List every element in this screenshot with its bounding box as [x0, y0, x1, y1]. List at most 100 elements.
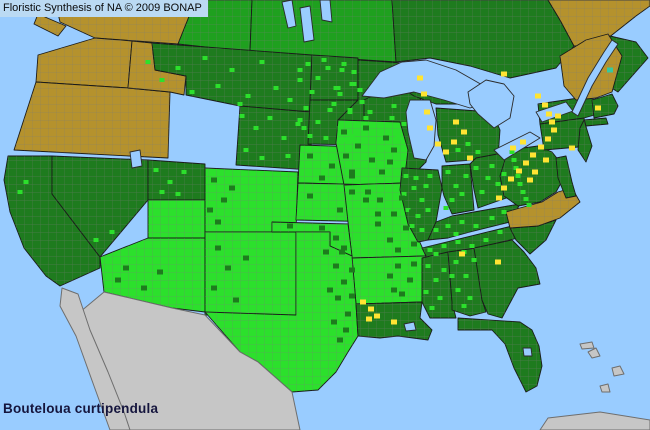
- county-marker-present-county: [239, 114, 245, 118]
- county-grid-delmarva: [556, 156, 576, 198]
- county-marker-present-state: [379, 169, 385, 175]
- county-marker-present-state: [329, 163, 335, 169]
- county-grid-georgia: [474, 240, 540, 318]
- county-marker-present-state: [333, 263, 339, 269]
- county-marker-present-county: [17, 190, 23, 194]
- county-marker-present-state: [141, 285, 147, 291]
- county-marker-adventive: [527, 177, 533, 183]
- county-marker-present-county: [349, 134, 355, 138]
- county-marker-present-state: [349, 293, 355, 299]
- county-marker-present-county: [461, 304, 467, 308]
- county-marker-present-county: [455, 288, 461, 292]
- county-marker-present-county: [419, 198, 425, 202]
- county-marker-present-state: [349, 169, 355, 175]
- county-marker-present-state: [319, 175, 325, 181]
- county-marker-present-county: [159, 78, 165, 82]
- species-label: Bouteloua curtipendula: [3, 401, 159, 416]
- county-grid-new-england-south: [592, 94, 618, 118]
- county-marker-present-county: [175, 66, 181, 70]
- county-marker-present-county: [395, 136, 401, 140]
- county-marker-present-county: [453, 232, 459, 236]
- county-grid-arkansas: [352, 256, 426, 304]
- county-marker-present-state: [349, 173, 355, 179]
- county-marker-present-county: [189, 90, 195, 94]
- county-marker-adventive: [451, 139, 457, 145]
- county-marker-present-state: [349, 189, 355, 195]
- county-marker-present-county: [297, 68, 303, 72]
- county-marker-present-state: [363, 125, 369, 131]
- county-marker-adventive: [453, 119, 459, 125]
- lake-6: [281, 0, 297, 29]
- lake-9: [129, 149, 143, 169]
- county-marker-adventive: [545, 136, 551, 142]
- county-marker-adventive: [459, 251, 465, 257]
- county-marker-adventive: [443, 149, 449, 155]
- county-marker-rare: [607, 67, 613, 73]
- county-marker-present-county: [433, 228, 439, 232]
- county-marker-present-county: [515, 174, 521, 178]
- county-marker-present-state: [387, 237, 393, 243]
- county-marker-present-county: [297, 118, 303, 122]
- county-marker-present-state: [387, 273, 393, 279]
- county-marker-present-state: [337, 207, 343, 213]
- county-marker-present-state: [341, 279, 347, 285]
- county-marker-adventive: [549, 119, 555, 125]
- county-marker-present-county: [427, 174, 433, 178]
- county-marker-present-county: [501, 172, 507, 176]
- county-grid-california: [4, 156, 100, 286]
- county-marker-present-county: [109, 230, 115, 234]
- county-grid-oklahoma: [272, 222, 352, 256]
- county-marker-present-state: [365, 189, 371, 195]
- county-marker-present-state: [377, 197, 383, 203]
- county-marker-present-state: [333, 235, 339, 241]
- county-grid-utah-south: [148, 200, 205, 238]
- county-marker-present-county: [467, 296, 473, 300]
- county-marker-adventive: [427, 125, 433, 131]
- county-marker-present-county: [423, 290, 429, 294]
- lake-10: [403, 321, 417, 332]
- county-marker-present-state: [391, 147, 397, 153]
- county-marker-present-county: [373, 156, 379, 160]
- county-marker-present-county: [315, 76, 321, 80]
- county-grid-long-island: [584, 118, 608, 126]
- county-grid-florida: [458, 318, 542, 392]
- county-marker-present-county: [513, 166, 519, 170]
- county-marker-present-county: [321, 58, 327, 62]
- county-grid-quebec: [548, 0, 650, 46]
- county-marker-present-state: [375, 221, 381, 227]
- county-marker-adventive: [523, 160, 529, 166]
- county-marker-present-county: [367, 110, 373, 114]
- county-grid-new-jersey: [578, 120, 592, 162]
- county-marker-present-county: [259, 60, 265, 64]
- county-marker-present-county: [347, 108, 353, 112]
- county-marker-present-county: [459, 192, 465, 196]
- county-marker-present-county: [351, 70, 357, 74]
- county-marker-present-county: [471, 258, 477, 262]
- county-marker-present-county: [297, 78, 303, 82]
- county-marker-present-county: [427, 248, 433, 252]
- county-marker-present-county: [159, 190, 165, 194]
- county-marker-present-county: [463, 174, 469, 178]
- county-marker-present-county: [243, 148, 249, 152]
- county-marker-present-county: [353, 124, 359, 128]
- county-marker-present-county: [425, 264, 431, 268]
- county-marker-present-state: [409, 209, 415, 215]
- county-marker-adventive: [595, 105, 601, 111]
- county-marker-present-county: [331, 102, 337, 106]
- county-marker-present-county: [409, 224, 415, 228]
- county-marker-present-county: [357, 88, 363, 92]
- county-marker-present-state: [337, 337, 343, 343]
- county-marker-present-county: [511, 158, 517, 162]
- map-title: Floristic Synthesis of NA © 2009 BONAP: [3, 2, 202, 14]
- county-marker-present-county: [287, 98, 293, 102]
- county-marker-present-county: [497, 230, 503, 234]
- county-marker-present-state: [349, 267, 355, 273]
- county-marker-present-state: [375, 211, 381, 217]
- county-marker-present-county: [509, 150, 515, 154]
- county-marker-present-state: [243, 255, 249, 261]
- county-marker-adventive: [495, 259, 501, 265]
- county-marker-present-county: [391, 104, 397, 108]
- county-grid-colorado: [205, 168, 298, 232]
- county-marker-present-county: [463, 274, 469, 278]
- county-marker-present-county: [441, 244, 447, 248]
